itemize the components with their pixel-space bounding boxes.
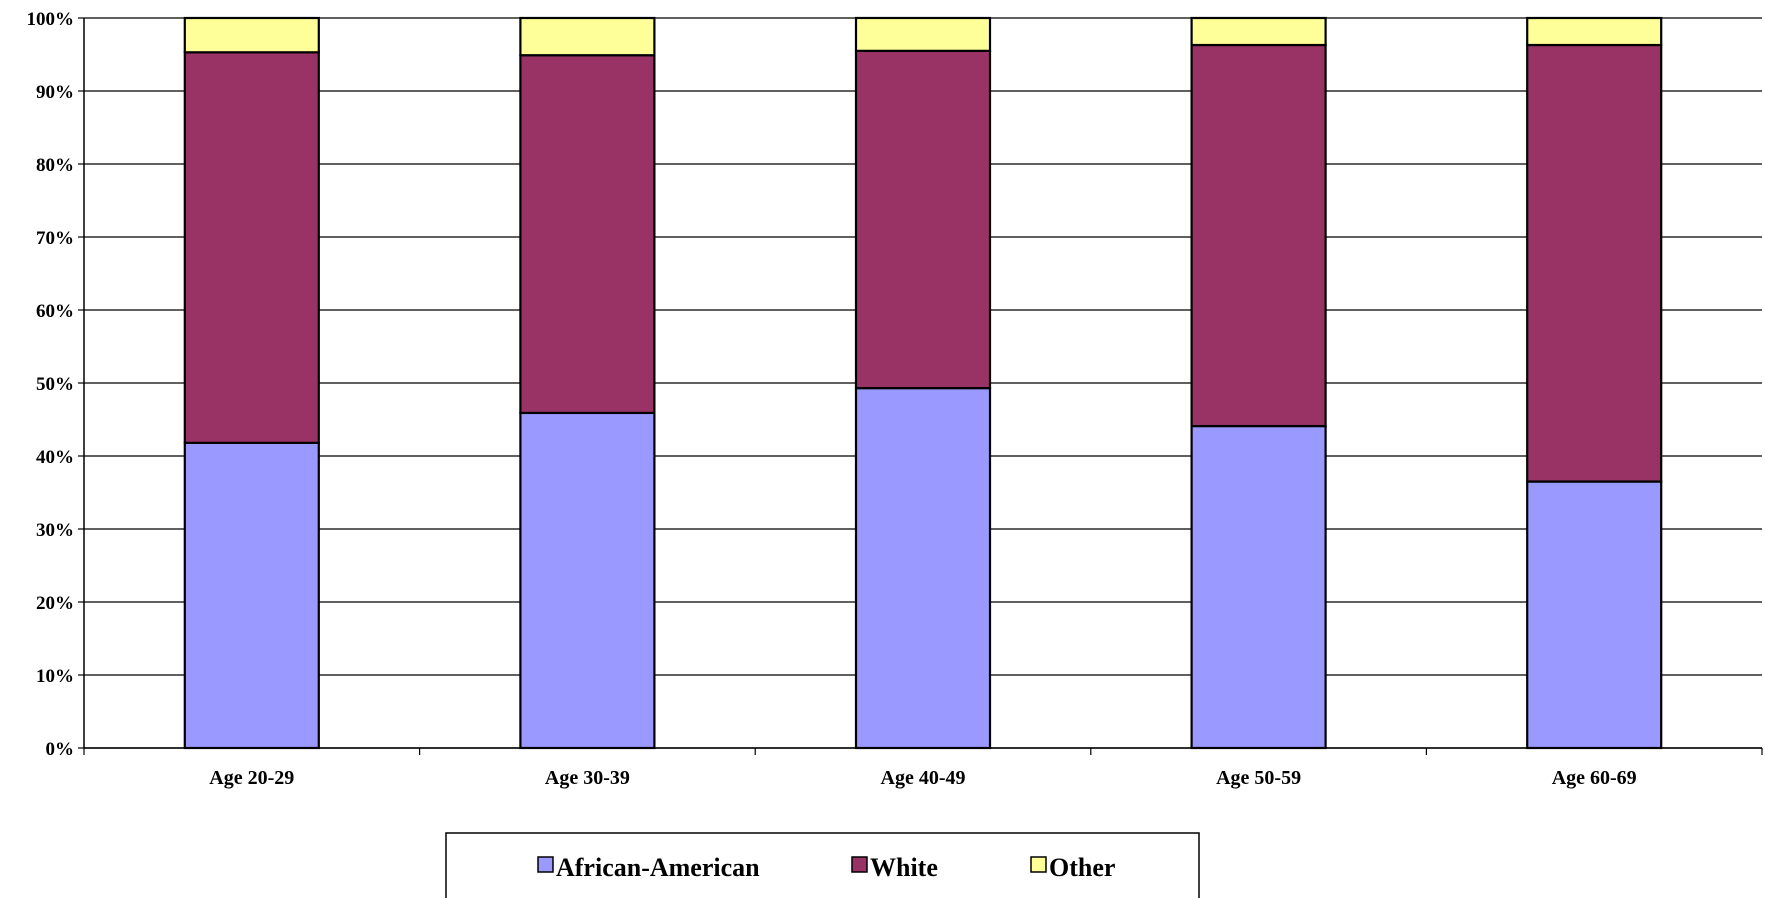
- legend-swatch: [537, 856, 554, 873]
- bar-segment-african-american: [1526, 480, 1663, 750]
- y-tick-label: 70%: [36, 228, 74, 249]
- bar-stack: [519, 16, 656, 750]
- legend-swatch: [851, 856, 868, 873]
- bar-segment-white: [519, 54, 656, 415]
- legend-label: African-American: [556, 853, 760, 882]
- category-label: Age 50-59: [1216, 767, 1301, 789]
- bar-stack: [1526, 16, 1663, 750]
- y-tick-label: 30%: [36, 520, 74, 541]
- bar-segment-other: [183, 16, 320, 54]
- y-tick-label: 0%: [46, 739, 75, 760]
- y-tick-label: 50%: [36, 374, 74, 395]
- bar-segment-african-american: [519, 411, 656, 750]
- bar-stack: [1190, 16, 1327, 750]
- bar-segment-other: [1190, 16, 1327, 47]
- bar-segment-other: [519, 16, 656, 57]
- bar-segment-other: [1526, 16, 1663, 47]
- category-label: Age 40-49: [881, 767, 966, 789]
- bar-segment-other: [854, 16, 992, 52]
- y-tick-label: 100%: [27, 9, 75, 30]
- bar-segment-african-american: [1190, 424, 1327, 750]
- legend-label: Other: [1049, 853, 1115, 882]
- y-tick-label: 20%: [36, 593, 74, 614]
- legend-box: [445, 832, 1200, 898]
- y-tick-labels: 0% 10% 20% 30% 40% 50% 60% 70% 80% 90% 100%: [27, 9, 75, 760]
- axes: [78, 17, 1763, 755]
- bar-segment-african-american: [854, 387, 992, 750]
- bar-stack: [183, 16, 320, 750]
- bar-segment-african-american: [183, 441, 320, 750]
- category-labels: Age 20-29 Age 30-39 Age 40-49 Age 50-59 Age …: [209, 767, 1636, 789]
- category-label: Age 30-39: [545, 767, 630, 789]
- y-tick-label: 40%: [36, 447, 74, 468]
- bar-stacks: [183, 16, 1663, 750]
- legend-label: White: [870, 853, 938, 882]
- bar-segment-white: [183, 51, 320, 444]
- y-tick-label: 60%: [36, 301, 74, 322]
- y-tick-label: 10%: [36, 666, 74, 687]
- category-label: Age 60-69: [1552, 767, 1637, 789]
- bar-segment-white: [854, 49, 992, 390]
- y-tick-label: 80%: [36, 155, 74, 176]
- bar-stack: [854, 16, 992, 750]
- legend-swatch: [1030, 856, 1047, 873]
- legend: African-American White Other: [445, 832, 1200, 898]
- bar-segment-white: [1526, 43, 1663, 483]
- y-tick-label: 90%: [36, 82, 74, 103]
- category-label: Age 20-29: [209, 767, 294, 789]
- bar-segment-white: [1190, 43, 1327, 428]
